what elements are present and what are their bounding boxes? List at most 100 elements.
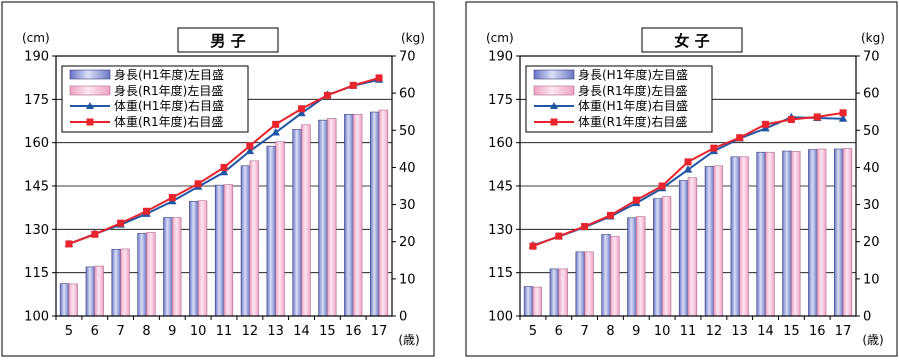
x-tick-label: 9	[632, 324, 640, 339]
legend-swatch-bar	[533, 85, 575, 96]
point-marker-triangle	[219, 167, 229, 176]
legend-label: 身長(R1年度)左目盛	[578, 83, 687, 98]
legend-label: 体重(R1年度)右目盛	[114, 114, 223, 129]
bar	[344, 114, 354, 317]
legend-marker-triangle	[550, 102, 558, 109]
x-tick-label: 17	[371, 324, 388, 339]
bar	[661, 196, 672, 317]
y-right-tick-label: 50	[399, 124, 416, 139]
bar	[111, 248, 121, 317]
x-tick-label: 14	[757, 324, 774, 339]
chart-boys: 男 子 (cm) (kg) (歳) 1001151301451601751900…	[1, 1, 435, 357]
legend-marker-triangle	[86, 102, 94, 109]
legend-label: 身長(R1年度)左目盛	[114, 83, 223, 98]
point-marker-square	[194, 180, 202, 188]
bar	[137, 233, 147, 317]
y-right-tick-label: 10	[863, 272, 880, 287]
bar	[739, 156, 749, 317]
point-marker-triangle	[683, 165, 693, 173]
bar	[369, 111, 380, 317]
bar	[172, 217, 182, 317]
y-left-unit: (cm)	[486, 31, 514, 45]
y-right-tick-label: 40	[399, 161, 416, 176]
x-tick-label: 6	[91, 324, 99, 339]
bar	[791, 151, 801, 317]
legend-label: 身長(H1年度)左目盛	[114, 67, 224, 82]
legend-item: 身長(R1年度)左目盛	[69, 83, 223, 98]
legend-marker-square	[86, 118, 94, 126]
y-left-tick-label: 130	[24, 223, 49, 238]
bar	[627, 217, 637, 317]
y-left-tick-label: 160	[24, 136, 49, 151]
point-marker-square	[736, 134, 744, 142]
point-marker-square	[839, 109, 847, 117]
x-tick-label: 5	[65, 324, 73, 339]
y-right-tick-label: 10	[399, 272, 416, 287]
legend-swatch-bar	[533, 69, 575, 80]
x-tick-label: 9	[168, 324, 176, 339]
bar	[301, 124, 311, 317]
bar	[266, 145, 276, 317]
bar	[240, 165, 251, 317]
y-right-unit: (kg)	[401, 31, 425, 45]
bar	[59, 283, 70, 317]
legend: 身長(H1年度)左目盛 身長(R1年度)左目盛 体重(H1年度)右目盛 体重(R…	[61, 65, 249, 133]
x-tick-label: 7	[580, 324, 588, 339]
bar	[610, 236, 620, 317]
bar	[782, 150, 792, 317]
bar	[653, 198, 663, 317]
y-left-tick-label: 115	[488, 266, 513, 281]
bar	[94, 265, 104, 317]
bar	[275, 141, 285, 317]
point-marker-square	[168, 194, 176, 202]
bar	[808, 149, 818, 317]
y-right-tick-label: 30	[399, 198, 416, 213]
bar	[189, 201, 199, 317]
point-marker-triangle	[245, 146, 255, 155]
x-tick-label: 14	[293, 324, 310, 339]
bar	[558, 268, 568, 317]
legend-label: 体重(R1年度)右目盛	[578, 114, 687, 129]
point-marker-square	[91, 230, 99, 238]
point-marker-square	[813, 113, 821, 121]
x-tick-label: 13	[267, 324, 284, 339]
point-marker-square	[298, 105, 306, 113]
title-box	[641, 27, 743, 53]
y-right-tick-label: 0	[399, 310, 407, 325]
x-tick-label: 10	[654, 324, 671, 339]
x-tick-label: 8	[142, 324, 150, 339]
x-tick-label: 5	[529, 324, 537, 339]
y-right-tick-label: 50	[863, 124, 880, 139]
y-left-tick-label: 115	[24, 266, 49, 281]
y-right-tick-label: 70	[863, 50, 880, 65]
point-marker-square	[349, 81, 357, 89]
point-marker-square	[323, 91, 331, 99]
bar	[816, 148, 827, 317]
y-left-tick-label: 145	[488, 180, 513, 195]
bar	[678, 180, 689, 317]
y-left-tick-label: 145	[24, 180, 49, 195]
point-marker-square	[375, 74, 383, 82]
bar	[549, 268, 560, 317]
bar	[523, 286, 534, 317]
point-marker-square	[142, 207, 150, 215]
bar	[292, 129, 302, 317]
bar	[120, 248, 130, 317]
point-marker-square	[117, 219, 125, 227]
x-unit: (歳)	[398, 333, 419, 347]
y-right-tick-label: 0	[863, 310, 871, 325]
bar	[765, 151, 775, 317]
y-right-tick-label: 60	[863, 87, 880, 102]
x-tick-label: 17	[835, 324, 852, 339]
bar	[687, 177, 698, 317]
y-left-tick-label: 190	[488, 50, 513, 65]
y-left-tick-label: 130	[488, 223, 513, 238]
bar	[532, 286, 543, 317]
legend-item: 体重(R1年度)右目盛	[534, 114, 687, 129]
y-right-tick-label: 70	[399, 50, 416, 65]
x-tick-label: 8	[606, 324, 614, 339]
plot-frame	[55, 55, 393, 317]
plot-area: 100 115 130 145 160 175 190 0 10 20 30 40 50 60 70 5 6 7 8…	[488, 50, 879, 340]
title-box	[177, 27, 279, 53]
